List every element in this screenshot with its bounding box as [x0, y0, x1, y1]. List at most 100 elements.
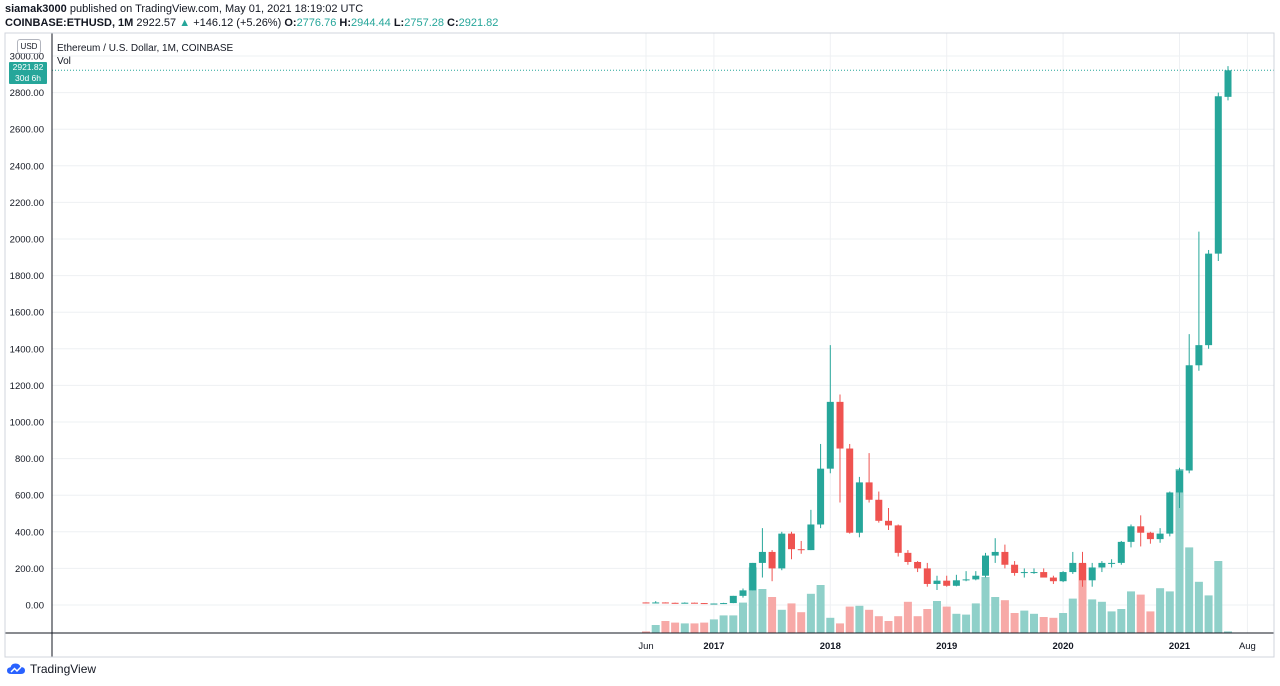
candle-body [1166, 492, 1174, 534]
volume-bar [1030, 613, 1038, 633]
y-tick-label: 1400.00 [10, 344, 44, 355]
volume-bar [1175, 469, 1184, 633]
candle-body [797, 549, 805, 551]
x-tick-label: Jun [638, 641, 653, 652]
publisher-name[interactable]: siamak3000 [5, 3, 67, 15]
volume-bar [933, 601, 941, 633]
y-tick-label: 0.00 [26, 601, 45, 612]
candle-body [1049, 577, 1057, 582]
volume-bar [1010, 613, 1019, 633]
last-price: 2922.57 [136, 17, 177, 29]
candle-body [661, 602, 669, 604]
ohlc-summary: COINBASE:ETHUSD, 1M 2922.57 ▲ +146.12 (+… [5, 17, 498, 29]
candle-body [1108, 562, 1116, 564]
candle-body [885, 520, 892, 526]
chart-frame [4, 32, 1275, 658]
candle-body [1079, 562, 1086, 581]
volume-bar [1097, 601, 1106, 633]
open-value: 2776.76 [296, 17, 337, 29]
candle-body [1040, 572, 1048, 578]
candlesticks [642, 66, 1232, 605]
high-value: 2944.44 [351, 17, 391, 29]
volume-bar [1165, 591, 1174, 633]
candle-body [846, 448, 854, 533]
candle-body [904, 552, 912, 562]
candle-body [1011, 564, 1019, 573]
volume-bar [952, 613, 961, 633]
volume-bar [1059, 613, 1068, 633]
candle-body [1185, 365, 1193, 471]
candle-body [720, 603, 728, 605]
candle-body [1117, 541, 1125, 563]
volume-bar [1214, 561, 1223, 633]
volume-bar [1194, 581, 1203, 633]
volume-bar [797, 612, 806, 633]
candle-body [933, 580, 941, 584]
candle-body [962, 579, 970, 581]
candle-body [826, 401, 834, 469]
volume-bar [680, 623, 689, 633]
candle-body [700, 603, 708, 605]
candle-body [1195, 345, 1203, 366]
volume-bar [1107, 611, 1116, 633]
volume-bar [1049, 617, 1058, 633]
y-tick-label: 2400.00 [10, 161, 44, 172]
volume-bar [903, 601, 912, 633]
candle-body [1205, 253, 1213, 346]
volume-bar [671, 622, 680, 633]
volume-bar [1088, 599, 1097, 633]
publish-text: published on TradingView.com, May 01, 20… [69, 3, 364, 15]
candle-body [1146, 532, 1154, 540]
bar-countdown: 30d 6h [15, 73, 41, 83]
volume-bar [651, 625, 660, 633]
x-tick-label: 2017 [703, 641, 724, 652]
candle-body [710, 603, 718, 605]
y-tick-label: 2800.00 [10, 88, 44, 99]
symbol-label: COINBASE:ETHUSD, 1M [5, 17, 134, 29]
candle-body [1127, 526, 1135, 542]
candle-body [652, 602, 660, 604]
volume-bar [1127, 591, 1135, 633]
candle-body [768, 551, 776, 569]
candle-body [943, 580, 951, 586]
volume-bar [777, 609, 786, 633]
volume-bar [894, 616, 903, 633]
volume-bar [923, 609, 932, 633]
candle-body [1214, 96, 1222, 254]
candle-body [865, 482, 873, 500]
volume-bar [962, 614, 971, 633]
candle-body [749, 562, 757, 591]
chart-border [4, 32, 1275, 658]
candle-body [1137, 526, 1145, 533]
volume-bar [1039, 617, 1048, 633]
x-tick-label: 2019 [936, 641, 957, 652]
volume-bar [1020, 610, 1029, 633]
volume-bar [1204, 595, 1213, 633]
candle-body [758, 551, 766, 563]
volume-bar [700, 622, 709, 633]
volume-bar [913, 616, 922, 633]
footer-brand: TradingView [30, 662, 97, 676]
candle-body [923, 568, 931, 584]
candle-body [788, 533, 795, 550]
volume-bar [816, 585, 825, 633]
volume-bar [845, 606, 854, 633]
volume-bar [855, 605, 864, 633]
x-tick-label: Aug [1239, 641, 1256, 652]
volume-bar [1146, 611, 1155, 633]
currency-button[interactable]: USD [17, 39, 41, 54]
candle-body [807, 524, 815, 551]
candle-body [691, 602, 698, 604]
volume-bar [865, 609, 874, 633]
candle-body [642, 602, 650, 604]
tradingview-logo[interactable]: TradingView [6, 662, 96, 676]
candle-body [739, 590, 747, 596]
y-tick-label: 600.00 [15, 491, 44, 502]
x-tick-label: 2018 [820, 641, 841, 652]
y-tick-label: 400.00 [15, 527, 44, 538]
y-tick-label: 2600.00 [10, 125, 44, 136]
volume-bar [690, 623, 699, 633]
chart-grid [52, 33, 1274, 633]
y-tick-label: 3000.00 [10, 52, 44, 63]
